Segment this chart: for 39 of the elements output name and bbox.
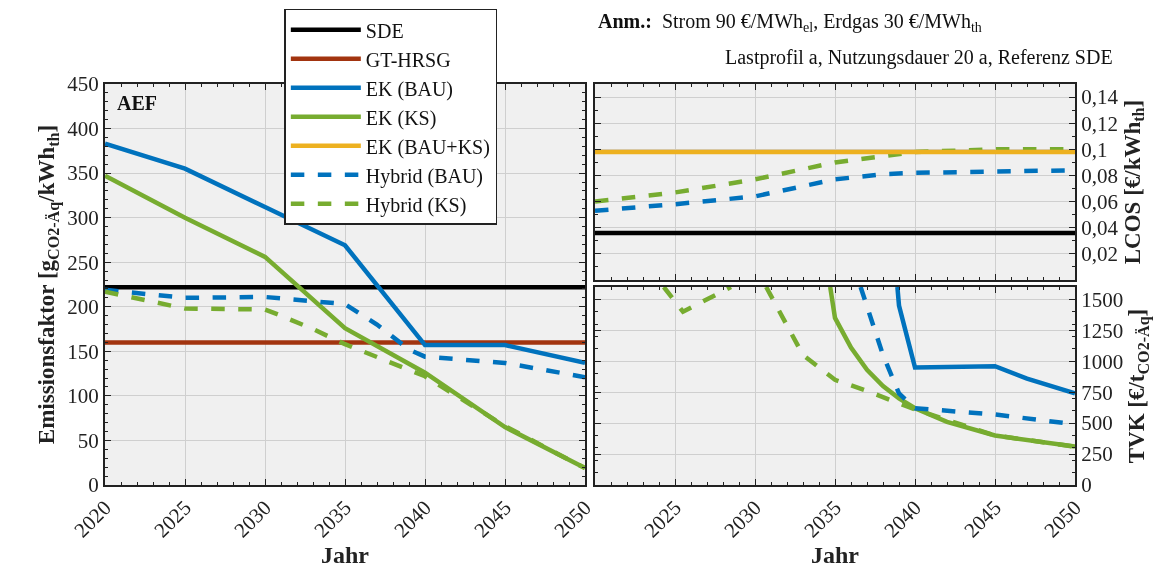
legend-label: EK (BAU) [365,77,454,101]
y-tick-label: 200 [67,295,99,320]
legend-label: SDE [365,19,404,42]
line-series [105,287,585,380]
legend-label: GT-HRSG [365,48,451,71]
legend-label: EK (KS) [365,106,437,130]
y-tick-label: 0,04 [1081,216,1119,241]
x-axis-title: Jahr [811,542,860,569]
y-tick-label: 400 [67,116,99,141]
y-tick-label: 750 [1081,380,1113,405]
legend-label: Hybrid (BAU) [365,164,484,188]
y-tick-label: 0,14 [1081,85,1119,110]
y-tick-label: 100 [67,384,99,409]
y-tick-label: 0 [1081,473,1092,498]
y-tick-label: 0,06 [1081,189,1118,214]
y-tick-label: 1000 [1081,349,1124,374]
y-tick-label: 300 [67,206,99,231]
y-tick-label: 0,1 [1081,137,1108,162]
y-tick-label: 1500 [1081,287,1124,312]
line-series [895,287,1075,396]
line-series [105,141,585,366]
y-tick-label: 500 [1081,411,1113,436]
y-tick-label: 0,12 [1081,111,1118,136]
y-tick-label: 50 [77,428,99,453]
y-tick-label: 0,08 [1081,163,1118,188]
y-tick-label: 0,02 [1081,242,1118,267]
text: Anm.: Strom 90 €/MWh$_{el}$, Erdgas 30 €/MWh$_{th}$ [598,10,982,36]
y-tick-label: 150 [67,339,99,364]
x-axis-title: Jahr [321,542,370,569]
y-tick-label: 0 [88,473,99,498]
y-tick-label: 250 [1081,442,1113,467]
y-tick-label: 450 [67,72,99,97]
legend-label: Hybrid (KS) [365,193,467,217]
y-tick-label: 250 [67,250,99,275]
y-tick-label: 350 [67,161,99,186]
annotation: AEF [117,92,157,114]
legend-label: EK (BAU+KS) [365,135,490,159]
text: Lastprofil a, Nutzungsdauer 20 a, Referenz SDE [725,46,1113,69]
y-tick-label: 1250 [1081,318,1124,343]
